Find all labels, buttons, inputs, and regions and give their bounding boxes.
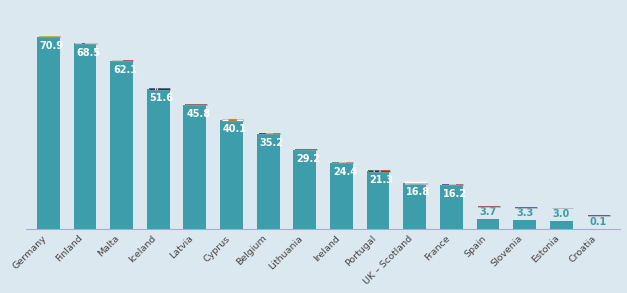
Bar xyxy=(588,215,610,216)
Bar xyxy=(258,133,280,134)
Text: 24.4: 24.4 xyxy=(333,167,357,177)
Bar xyxy=(552,208,573,209)
Bar xyxy=(405,183,427,184)
Bar xyxy=(112,60,134,61)
Bar xyxy=(339,162,346,163)
Bar xyxy=(442,184,463,185)
Text: 40.1: 40.1 xyxy=(223,124,247,134)
Text: 21.3: 21.3 xyxy=(369,175,394,185)
Bar xyxy=(266,133,273,134)
Text: 70.9: 70.9 xyxy=(40,41,63,51)
Bar xyxy=(332,162,339,163)
Bar xyxy=(449,184,456,185)
Bar xyxy=(367,171,389,229)
Text: 16.8: 16.8 xyxy=(406,188,430,197)
Bar xyxy=(514,220,536,229)
Bar xyxy=(456,184,463,185)
Bar xyxy=(220,120,243,229)
Bar xyxy=(155,88,157,90)
Text: 16.2: 16.2 xyxy=(443,189,467,199)
Bar xyxy=(369,170,390,171)
Text: 3.0: 3.0 xyxy=(553,209,570,219)
Bar xyxy=(515,207,537,208)
Text: 0.1: 0.1 xyxy=(589,217,607,227)
Bar xyxy=(377,170,390,171)
Text: 45.8: 45.8 xyxy=(186,109,210,119)
Bar xyxy=(293,150,316,229)
Bar xyxy=(257,134,280,229)
Bar xyxy=(82,43,85,44)
Bar xyxy=(369,170,377,171)
Bar xyxy=(273,133,280,134)
Bar xyxy=(550,221,573,229)
Text: 29.2: 29.2 xyxy=(296,154,320,164)
Bar xyxy=(346,162,354,163)
Bar xyxy=(442,184,449,185)
Bar xyxy=(39,36,60,37)
Bar xyxy=(552,207,573,209)
Bar xyxy=(73,43,97,229)
Bar xyxy=(185,104,207,105)
Bar xyxy=(123,60,134,61)
Bar xyxy=(149,88,170,90)
Text: 3.3: 3.3 xyxy=(516,209,534,219)
Bar xyxy=(403,183,426,229)
Bar xyxy=(185,104,207,105)
Bar xyxy=(478,206,500,207)
Bar xyxy=(75,43,97,44)
Bar xyxy=(295,149,317,150)
Text: 62.1: 62.1 xyxy=(113,65,137,75)
Bar xyxy=(112,60,123,61)
Bar xyxy=(149,88,170,90)
Bar xyxy=(222,120,243,121)
Bar xyxy=(258,133,266,134)
Bar xyxy=(515,207,537,208)
Bar xyxy=(110,61,133,229)
Bar xyxy=(477,219,500,229)
Text: 3.7: 3.7 xyxy=(480,207,497,217)
Text: 68.5: 68.5 xyxy=(76,47,100,57)
Bar xyxy=(552,207,573,208)
Bar xyxy=(222,120,243,121)
Bar xyxy=(155,88,159,90)
Text: 51.6: 51.6 xyxy=(150,93,174,103)
Bar xyxy=(184,105,206,229)
Bar xyxy=(588,215,610,216)
Bar xyxy=(147,89,169,229)
Bar xyxy=(37,37,60,229)
Bar xyxy=(405,183,427,184)
Bar xyxy=(39,36,60,37)
Bar xyxy=(295,149,317,150)
Text: 35.2: 35.2 xyxy=(260,138,283,148)
Bar xyxy=(330,163,353,229)
Bar xyxy=(440,185,463,229)
Bar xyxy=(332,162,354,163)
Bar xyxy=(75,43,97,44)
